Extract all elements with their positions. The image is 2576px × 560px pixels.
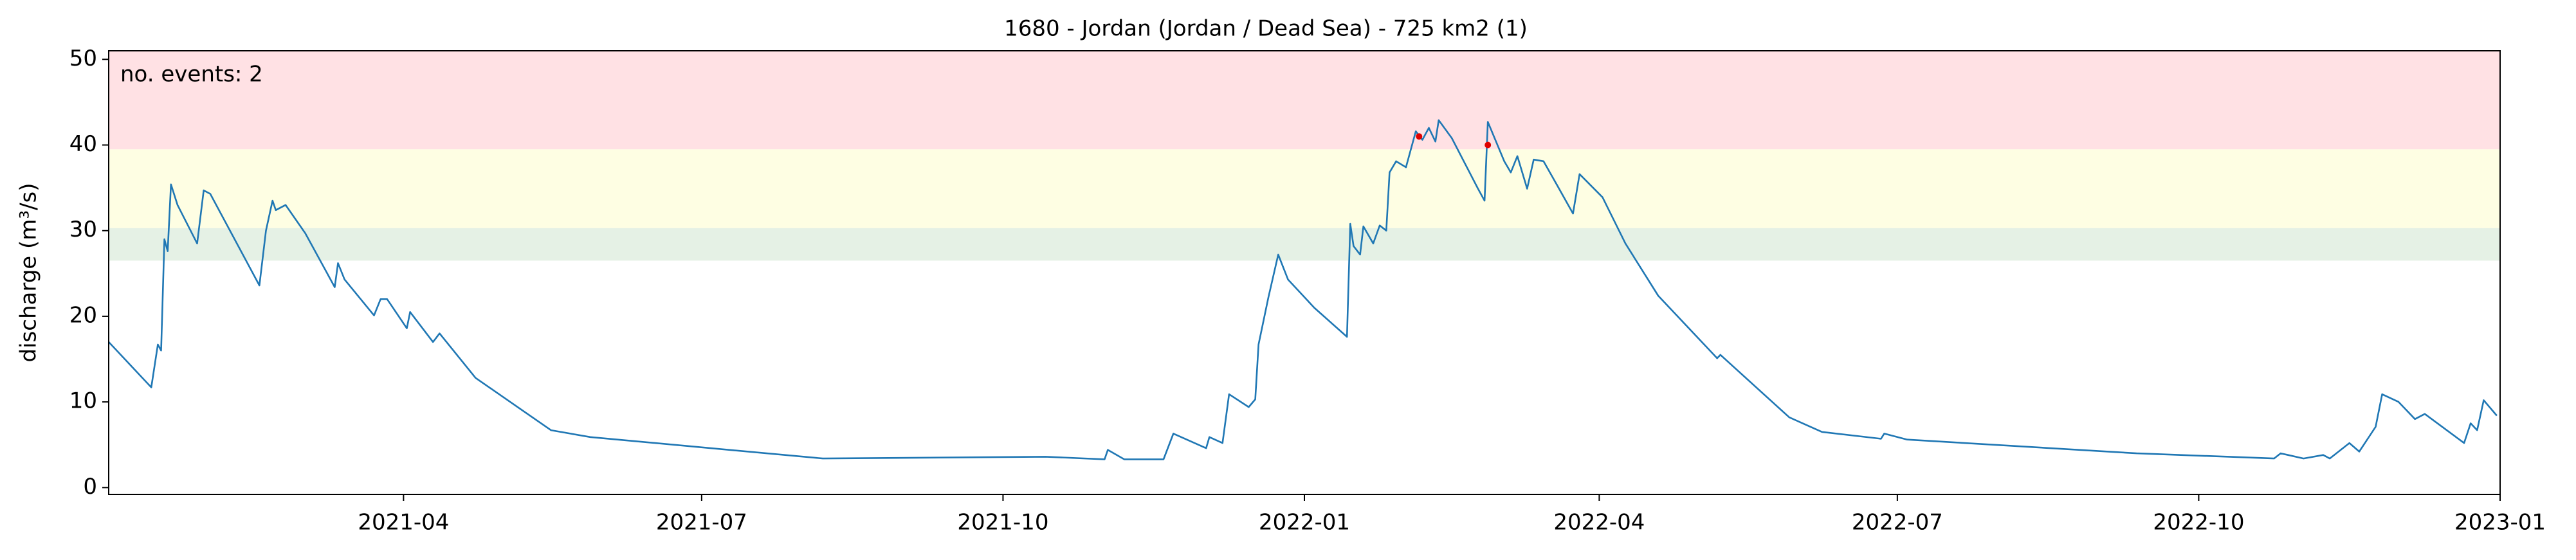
y-tick-label: 10 (69, 388, 97, 414)
x-tick-label: 2022-07 (1852, 510, 1943, 536)
y-tick-label: 40 (69, 131, 97, 157)
threshold-band (109, 228, 2500, 261)
x-tick-label: 2021-07 (656, 510, 747, 536)
x-tick-label: 2022-01 (1259, 510, 1350, 536)
y-tick-label: 30 (69, 217, 97, 242)
x-tick-label: 2022-10 (2153, 510, 2244, 536)
plot-frame (108, 50, 2501, 495)
discharge-line (108, 119, 2498, 460)
event-marker (1416, 133, 1423, 140)
threshold-band (109, 51, 2500, 150)
y-tick-label: 20 (69, 302, 97, 328)
x-tick-label: 2022-04 (1553, 510, 1645, 536)
y-axis-label: discharge (m³/s) (16, 183, 42, 363)
x-tick-label: 2021-04 (358, 510, 449, 536)
y-tick-label: 50 (69, 46, 97, 71)
event-marker (1484, 141, 1492, 149)
threshold-band (109, 149, 2500, 228)
annotation: no. events: 2 (120, 62, 263, 87)
x-tick-label: 2023-01 (2454, 510, 2546, 536)
x-tick-label: 2021-10 (957, 510, 1048, 536)
chart-title: 1680 - Jordan (Jordan / Dead Sea) - 725 … (1004, 16, 1528, 42)
y-tick-label: 0 (83, 474, 97, 500)
